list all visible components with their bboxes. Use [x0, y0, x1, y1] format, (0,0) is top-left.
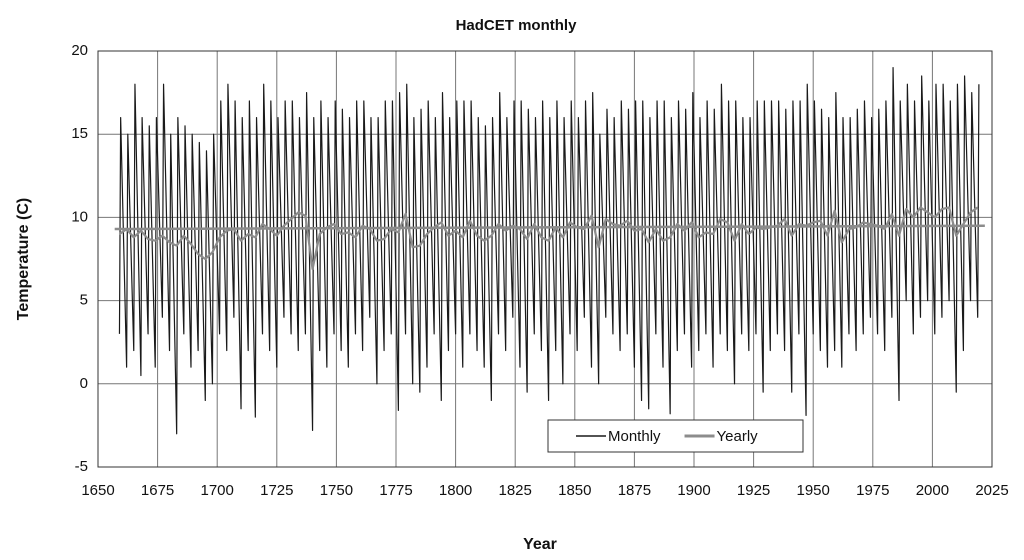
- y-tick-label: -5: [75, 458, 88, 475]
- x-tick-label: 1825: [499, 482, 532, 499]
- data-line: [118, 206, 979, 271]
- x-tick-label: 2025: [975, 482, 1008, 499]
- y-tick-label: 0: [80, 375, 88, 392]
- data-line: [118, 67, 980, 435]
- plot-border: [97, 50, 993, 468]
- x-tick-label: 1950: [797, 482, 830, 499]
- x-tick-label: 1725: [260, 482, 293, 499]
- x-tick-label: 1700: [201, 482, 234, 499]
- x-tick-label: 1875: [618, 482, 651, 499]
- x-tick-label: 1675: [141, 482, 174, 499]
- x-tick-label: 2000: [916, 482, 949, 499]
- x-tick-label: 1650: [81, 482, 114, 499]
- x-tick-label: 1925: [737, 482, 770, 499]
- x-tick-label: 1850: [558, 482, 591, 499]
- x-tick-label: 1750: [320, 482, 353, 499]
- y-tick-label: 20: [71, 42, 88, 59]
- y-tick-label: 10: [71, 208, 88, 225]
- y-axis-title: Temperature (C): [15, 198, 32, 320]
- legend-label: Yearly: [717, 428, 759, 445]
- x-tick-label: 1900: [677, 482, 710, 499]
- chart-title: HadCET monthly: [456, 17, 577, 34]
- x-tick-label: 1800: [439, 482, 472, 499]
- x-tick-label: 1975: [856, 482, 889, 499]
- legend-label: Monthly: [608, 428, 661, 445]
- trend-line: [114, 224, 985, 231]
- x-tick-label: 1775: [379, 482, 412, 499]
- x-axis-title: Year: [523, 536, 557, 553]
- y-tick-label: 15: [71, 125, 88, 142]
- y-tick-label: 5: [80, 292, 88, 309]
